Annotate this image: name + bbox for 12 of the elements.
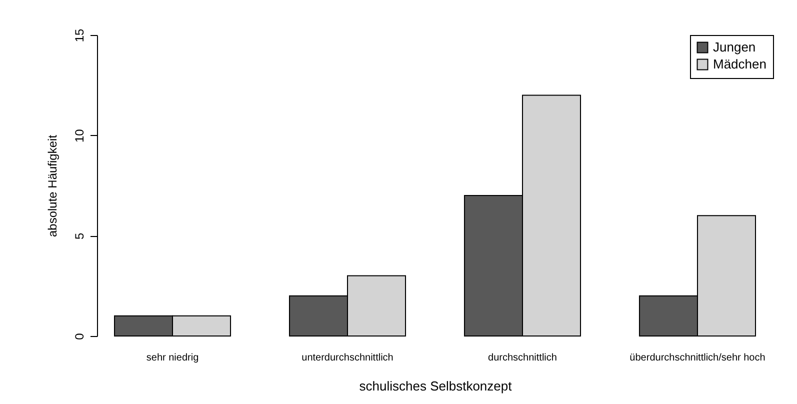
y-tick-label: 5 <box>72 232 86 240</box>
x-tick-label: sehr niedrig <box>146 352 199 364</box>
legend-label: Jungen <box>713 40 756 54</box>
x-tick-label: unterdurchschnittlich <box>302 352 394 364</box>
y-axis-title: absolute Häufigkeit <box>46 134 60 238</box>
x-tick-label: durchschnittlich <box>488 352 557 364</box>
y-tick-label: 10 <box>72 128 86 143</box>
y-tick-label: 0 <box>72 332 86 340</box>
y-tick-label: 15 <box>72 28 86 42</box>
legend-label: Mädchen <box>713 56 766 72</box>
x-axis-title: schulisches Selbstkonzept <box>359 378 512 394</box>
x-tick-label: überdurchschnittlich/sehr hoch <box>630 352 766 364</box>
